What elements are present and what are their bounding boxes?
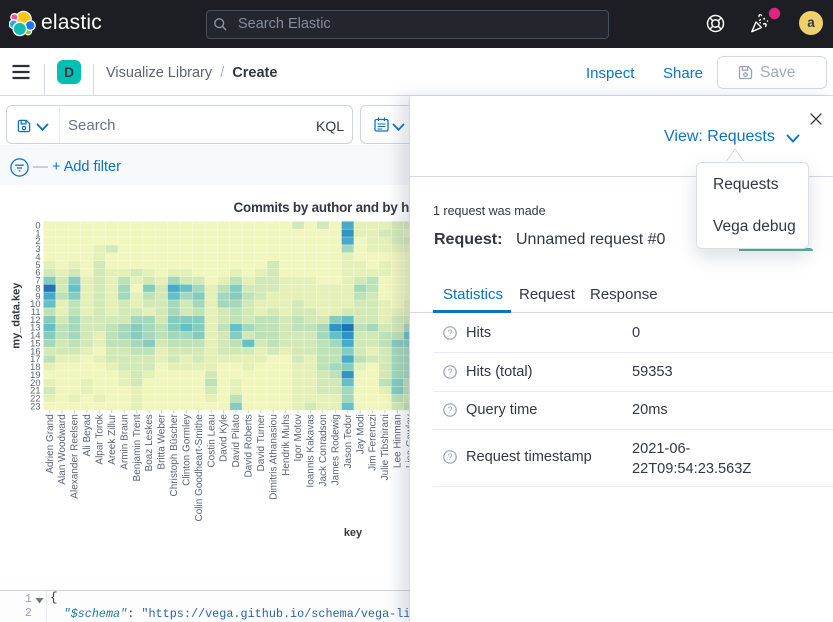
svg-text:15: 15 — [30, 339, 40, 349]
svg-text:my_data.key: my_data.key — [11, 282, 23, 349]
svg-text:?: ? — [447, 452, 452, 462]
svg-text:Jason Tedor: Jason Tedor — [343, 414, 354, 469]
svg-text:Britta Weber: Britta Weber — [157, 414, 168, 470]
svg-text:Colin Goodheart-Smithe: Colin Goodheart-Smithe — [194, 414, 205, 522]
svg-text:Jim Ferenczi: Jim Ferenczi — [368, 414, 379, 471]
svg-text:2: 2 — [35, 236, 40, 246]
svg-text:Ioannis Kakavas: Ioannis Kakavas — [306, 414, 317, 487]
svg-text:9: 9 — [35, 291, 40, 301]
svg-text:14: 14 — [30, 331, 40, 341]
svg-text:David Turner: David Turner — [256, 414, 267, 472]
svg-text:Alpar Torok: Alpar Torok — [95, 413, 106, 464]
svg-text:David Roberts: David Roberts — [244, 414, 255, 477]
svg-text:Alexander Reelsen: Alexander Reelsen — [70, 414, 81, 499]
svg-text:Armin Braun: Armin Braun — [119, 414, 130, 470]
svg-text:Dimitris Athanasiou: Dimitris Athanasiou — [268, 414, 279, 500]
svg-text:7: 7 — [35, 276, 40, 286]
svg-text:0: 0 — [35, 220, 40, 230]
svg-text:4: 4 — [35, 252, 40, 262]
svg-text:3: 3 — [35, 244, 40, 254]
svg-text:Igor Motov: Igor Motov — [293, 414, 304, 461]
svg-text:Commits by author and by hour: Commits by author and by hour of day — [234, 200, 421, 215]
svg-text:Ali Beyad: Ali Beyad — [82, 414, 93, 456]
svg-text:David Pilato: David Pilato — [231, 414, 242, 468]
svg-text:James Rodewig: James Rodewig — [331, 414, 342, 485]
svg-text:David Kyle: David Kyle — [219, 414, 230, 462]
svg-text:key: key — [344, 527, 363, 539]
svg-text:Costin Leau: Costin Leau — [206, 414, 217, 467]
svg-text:16: 16 — [30, 346, 40, 356]
svg-text:Christoph Büscher: Christoph Büscher — [169, 414, 180, 497]
svg-text:19: 19 — [30, 370, 40, 380]
svg-text:21: 21 — [30, 386, 40, 396]
svg-text:Alan Woodward: Alan Woodward — [57, 414, 68, 484]
svg-text:13: 13 — [30, 323, 40, 333]
svg-text:6: 6 — [35, 268, 40, 278]
svg-text:Clinton Gormley: Clinton Gormley — [181, 414, 192, 486]
svg-text:23: 23 — [30, 401, 40, 411]
svg-text:5: 5 — [35, 260, 40, 270]
svg-text:8: 8 — [35, 283, 40, 293]
svg-text:?: ? — [447, 367, 452, 377]
svg-text:10: 10 — [30, 299, 40, 309]
svg-text:Jack Conradson: Jack Conradson — [318, 414, 329, 486]
svg-text:12: 12 — [30, 315, 40, 325]
svg-text:Areek Zillur: Areek Zillur — [107, 414, 118, 465]
svg-text:Jay Modi: Jay Modi — [355, 414, 366, 454]
svg-text:?: ? — [447, 405, 452, 415]
svg-text:?: ? — [447, 328, 452, 338]
svg-text:Lee Hinman: Lee Hinman — [393, 414, 404, 468]
svg-text:Benjamin Trent: Benjamin Trent — [132, 414, 143, 481]
svg-text:Adrien Grand: Adrien Grand — [45, 414, 56, 473]
svg-text:11: 11 — [31, 307, 41, 317]
svg-text:Hendrik Muhs: Hendrik Muhs — [281, 414, 292, 476]
svg-text:20: 20 — [30, 378, 40, 388]
svg-text:17: 17 — [30, 354, 40, 364]
svg-text:1: 1 — [35, 228, 40, 238]
svg-text:22: 22 — [30, 394, 40, 404]
svg-text:Boaz Leskes: Boaz Leskes — [144, 414, 155, 471]
svg-text:Julie Tibshirani: Julie Tibshirani — [380, 414, 391, 480]
svg-text:18: 18 — [30, 362, 40, 372]
